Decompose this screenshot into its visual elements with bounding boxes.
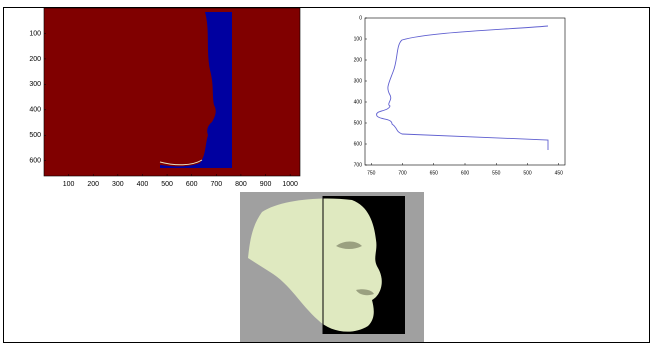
x-tick-label: 750 [367, 170, 376, 176]
x-tick-label: 400 [137, 181, 149, 188]
y-tick-label: 300 [354, 78, 363, 84]
x-tick-label: 1000 [282, 181, 298, 188]
x-tick-label: 600 [461, 170, 470, 176]
face-render [240, 192, 424, 342]
y-tick-label: 200 [29, 56, 41, 63]
y-tick-label: 200 [354, 57, 363, 63]
x-tick-label: 600 [186, 181, 198, 188]
x-tick-label: 650 [430, 170, 439, 176]
figure: 1002003004005006007008009001000100200300… [0, 0, 652, 344]
depth-map [44, 8, 300, 176]
x-tick-label: 100 [63, 181, 75, 188]
y-tick-label: 0 [359, 15, 362, 21]
y-tick-label: 500 [29, 132, 41, 139]
y-tick-label: 100 [354, 36, 363, 42]
x-tick-label: 500 [161, 181, 173, 188]
y-tick-label: 500 [354, 120, 363, 126]
x-tick-label: 500 [523, 170, 532, 176]
x-tick-label: 300 [112, 181, 124, 188]
x-tick-label: 700 [210, 181, 222, 188]
y-tick-label: 400 [29, 107, 41, 114]
y-tick-label: 600 [354, 141, 363, 147]
y-tick-label: 700 [354, 162, 363, 168]
x-tick-label: 700 [398, 170, 407, 176]
y-tick-label: 600 [29, 158, 41, 165]
y-tick-label: 400 [354, 99, 363, 105]
x-tick-label: 900 [260, 181, 272, 188]
y-tick-label: 300 [29, 81, 41, 88]
x-tick-label: 800 [235, 181, 247, 188]
profile-plot [365, 18, 565, 165]
x-tick-label: 550 [492, 170, 501, 176]
x-tick-label: 450 [555, 170, 564, 176]
x-tick-label: 200 [87, 181, 99, 188]
axes-box [365, 18, 565, 165]
y-tick-label: 100 [29, 30, 41, 37]
